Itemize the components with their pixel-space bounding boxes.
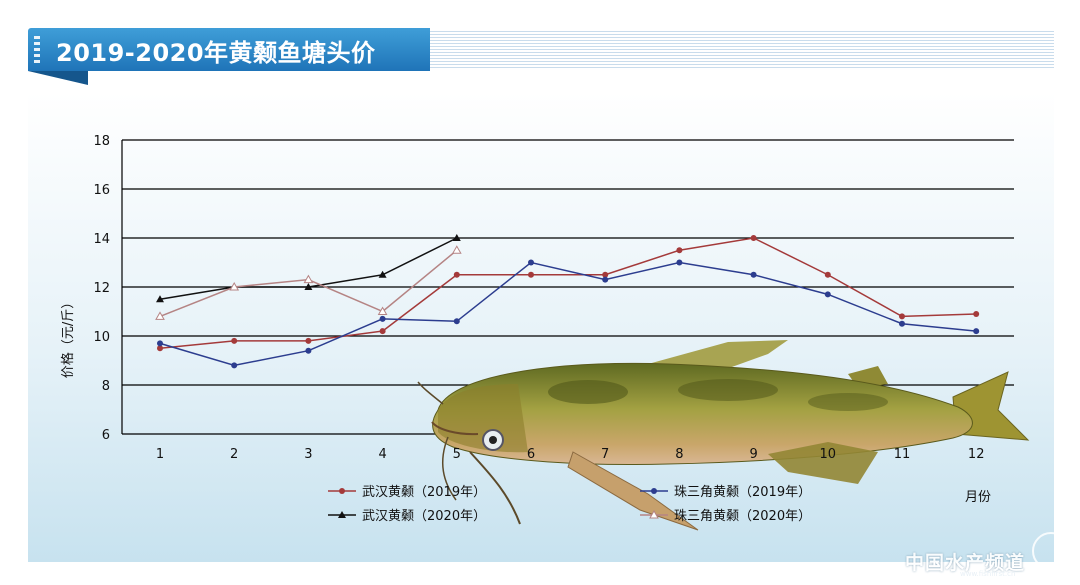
x-tick-label: 1 [156,447,164,462]
title-bars-icon [34,36,40,64]
x-tick-label: 7 [601,447,609,462]
data-point [528,271,534,278]
data-point [651,488,657,494]
data-point [973,310,980,317]
x-tick-label: 8 [675,447,683,462]
series-line [159,237,458,300]
data-point [155,311,165,320]
data-point [231,337,238,344]
data-point [379,328,386,335]
legend-item: 武汉黄颡（2020年） [328,509,486,524]
chart-legend: 武汉黄颡（2019年） 珠三角黄颡（2019年） 武汉黄颡（2020年） 珠三角黄颡（… [328,485,811,524]
header-stripes [430,31,1054,69]
legend-label: 武汉黄颡（2019年） [362,485,486,500]
data-point [451,245,462,254]
y-tick-label: 6 [102,428,110,443]
y-tick-label: 12 [93,281,110,296]
series-1 [157,235,980,352]
y-tick-label: 8 [102,379,110,394]
x-axis-label: 月份 [965,490,991,505]
x-tick-label: 10 [820,447,837,462]
data-point [157,345,163,352]
data-point [157,340,163,347]
series-2 [157,259,980,369]
data-point [231,362,238,369]
data-point [338,511,346,518]
data-point [899,313,905,320]
y-tick-label: 18 [93,134,110,149]
series-line [159,261,977,367]
data-point [973,328,980,335]
data-point [453,271,460,278]
catfish-image [417,340,1030,531]
data-point [676,259,683,266]
data-point [528,259,534,266]
x-tick-label: 9 [749,447,757,462]
data-point [453,318,460,325]
data-point [304,283,313,290]
data-point [602,276,609,283]
data-point [156,295,164,303]
data-point [229,281,240,291]
series-3 [156,234,461,303]
globe-icon [1032,532,1070,570]
x-tick-label: 3 [304,447,312,462]
data-point [750,235,757,241]
data-point [452,234,461,241]
data-point [899,320,905,327]
legend-label: 珠三角黄颡（2020年） [674,509,811,524]
series-line [159,237,977,349]
legend-item: 武汉黄颡（2019年） [328,485,486,500]
x-tick-label: 12 [968,447,985,462]
data-point [824,291,831,298]
watermark-url: www.fishfirst.cn [960,570,1016,578]
page-title: 2019-2020年黄颡鱼塘头价 [56,39,376,67]
data-point [602,271,609,278]
title-banner-tail [28,71,88,85]
legend-label: 武汉黄颡（2020年） [362,509,486,524]
data-point [824,271,831,278]
data-point [379,315,386,322]
data-point [676,247,683,254]
y-tick-label: 10 [93,330,110,345]
title-banner [28,28,430,71]
x-tick-label: 11 [894,447,911,462]
x-tick-label: 4 [378,447,386,462]
chart-series [155,234,980,369]
data-point [305,337,312,344]
series-4 [155,245,462,320]
x-tick-label: 5 [453,447,461,462]
legend-item: 珠三角黄颡（2020年） [640,509,811,524]
y-axis-label: 价格（元/斤） [60,296,76,378]
data-point [378,270,387,278]
data-point [377,306,388,315]
data-point [750,271,757,278]
legend-item: 珠三角黄颡（2019年） [640,485,811,500]
chart-area: 6 8 10 12 14 16 18 1 2 3 4 5 6 7 8 9 10 11 12 价格（元/斤） 月份 武… [28,92,1054,562]
y-tick-label: 16 [93,183,110,198]
data-point [649,509,659,519]
data-point [339,488,345,494]
data-point [303,274,314,284]
data-point [305,347,312,354]
legend-label: 珠三角黄颡（2019年） [674,485,811,500]
watermark-logo: 中国水产频道 [905,552,1026,574]
x-tick-label: 2 [230,447,238,462]
y-tick-label: 14 [93,232,110,247]
x-tick-label: 6 [527,447,535,462]
